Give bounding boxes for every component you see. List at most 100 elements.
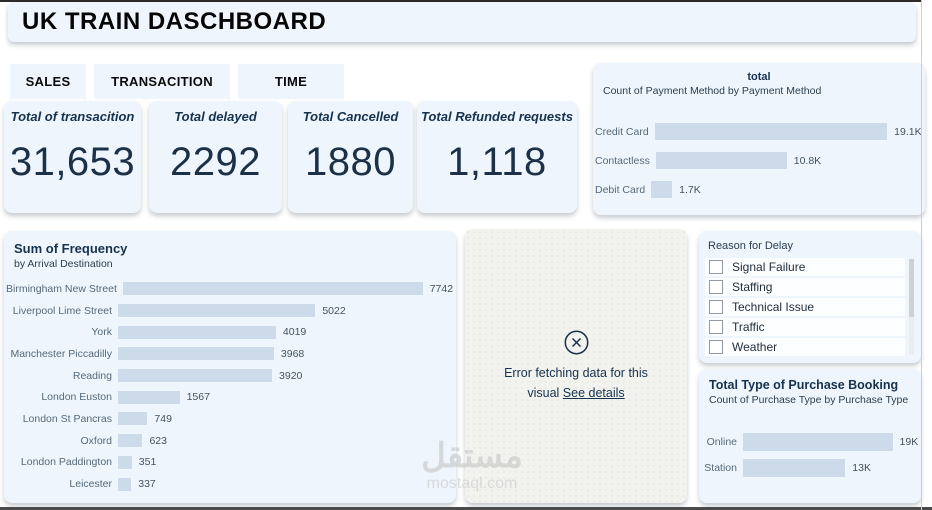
bar-value-label: 13K bbox=[852, 462, 871, 474]
slicer-option-label: Weather bbox=[732, 340, 778, 354]
bar-value-label: 10.8K bbox=[793, 154, 822, 167]
bar-value-label: 3920 bbox=[279, 369, 303, 382]
tab-time-label: TIME bbox=[274, 74, 308, 89]
kpi-value: 1,118 bbox=[447, 140, 547, 184]
bar[interactable] bbox=[118, 347, 274, 361]
bar-row: Contactless 10.8K bbox=[595, 146, 925, 175]
slicer-option-traffic[interactable]: Traffic bbox=[705, 318, 905, 336]
bar-category-label: Birmingham New Street bbox=[6, 282, 117, 295]
checkbox-icon[interactable] bbox=[709, 340, 723, 354]
bottom-border-line bbox=[0, 507, 932, 510]
bar[interactable] bbox=[118, 369, 273, 383]
bar[interactable] bbox=[122, 282, 423, 296]
bar-value-label: 1567 bbox=[186, 391, 210, 404]
kpi-card-total-refunded: Total Refunded requests 1,118 bbox=[417, 101, 577, 213]
bar-category-label: London Euston bbox=[41, 391, 112, 404]
bar-track: 19K bbox=[743, 433, 921, 451]
bar[interactable] bbox=[743, 433, 893, 451]
page-title: UK TRAIN DASCHBOARD bbox=[22, 8, 327, 35]
bar-row: Liverpool Lime Street 5022 bbox=[6, 300, 456, 322]
bar[interactable] bbox=[118, 455, 132, 469]
bar-value-label: 19.1K bbox=[894, 125, 922, 138]
bar[interactable] bbox=[118, 304, 316, 318]
bar-row: Debit Card 1.7K bbox=[595, 175, 925, 204]
bar-category-label: Credit Card bbox=[595, 125, 649, 138]
scrollbar-thumb[interactable] bbox=[909, 259, 914, 317]
chart-subtitle: by Arrival Destination bbox=[14, 258, 113, 270]
chart-title: Sum of Frequency bbox=[14, 241, 128, 256]
see-details-link[interactable]: See details bbox=[562, 385, 625, 400]
chart-subtitle: Count of Purchase Type by Purchase Type bbox=[709, 394, 909, 406]
bar[interactable] bbox=[655, 152, 787, 169]
bar[interactable] bbox=[654, 123, 888, 140]
bar-category-label: London St Pancras bbox=[22, 412, 112, 425]
slicer-option-weather[interactable]: Weather bbox=[705, 338, 905, 356]
tab-sales[interactable]: SALES bbox=[10, 64, 86, 99]
bar-row: London St Pancras 749 bbox=[6, 408, 456, 430]
bar-track: 351 bbox=[118, 455, 456, 469]
right-edge-line bbox=[921, 0, 922, 510]
slicer-title: Reason for Delay bbox=[708, 240, 793, 252]
bar-rows: Birmingham New Street 7742 Liverpool Lime … bbox=[4, 278, 456, 495]
bar-track: 749 bbox=[118, 412, 456, 426]
kpi-value: 2292 bbox=[170, 140, 261, 184]
bar-track: 19.1K bbox=[654, 123, 925, 140]
slicer-option-label: Staffing bbox=[732, 280, 773, 294]
bar[interactable] bbox=[118, 325, 276, 339]
purchase-type-chart: Total Type of Purchase Booking Count of … bbox=[699, 369, 921, 503]
bar-row: York 4019 bbox=[6, 321, 456, 343]
reason-for-delay-slicer: Reason for Delay Signal Failure Staffing T… bbox=[699, 231, 921, 363]
bar-row: Manchester Piccadilly 3968 bbox=[6, 343, 456, 365]
bar[interactable] bbox=[118, 434, 143, 448]
kpi-value: 31,653 bbox=[9, 140, 136, 184]
bar-rows: Credit Card 19.1K Contactless 10.8K Debit Ca… bbox=[593, 117, 925, 204]
kpi-label: Total Cancelled bbox=[302, 109, 399, 124]
slicer-scrollbar[interactable] bbox=[909, 259, 914, 355]
bar-value-label: 337 bbox=[138, 478, 156, 491]
bar-category-label: Debit Card bbox=[595, 183, 646, 196]
slicer-option-signal-failure[interactable]: Signal Failure bbox=[705, 258, 905, 276]
bar-track: 7742 bbox=[122, 282, 456, 296]
bar-value-label: 3968 bbox=[280, 347, 305, 360]
bar[interactable] bbox=[118, 412, 148, 426]
bar-category-label: Manchester Piccadilly bbox=[10, 347, 112, 360]
bar-value-label: 5022 bbox=[322, 304, 346, 317]
bar-value-label: 351 bbox=[138, 456, 157, 469]
slicer-option-staffing[interactable]: Staffing bbox=[705, 278, 905, 296]
bar-track: 623 bbox=[118, 434, 456, 448]
bar-value-label: 19K bbox=[899, 436, 919, 448]
bar-value-label: 7742 bbox=[429, 282, 454, 295]
bar-category-label: Station bbox=[704, 462, 737, 474]
bar-row: Reading 3920 bbox=[6, 365, 456, 387]
bar-category-label: Leicester bbox=[69, 478, 112, 491]
bar-value-label: 749 bbox=[154, 412, 172, 425]
chart-subtitle: Count of Payment Method by Payment Metho… bbox=[603, 85, 822, 97]
checkbox-icon[interactable] bbox=[709, 280, 723, 294]
checkbox-icon[interactable] bbox=[709, 260, 723, 274]
bar-category-label: York bbox=[91, 326, 112, 339]
checkbox-icon[interactable] bbox=[709, 320, 723, 334]
bar-value-label: 4019 bbox=[282, 326, 307, 339]
bar[interactable] bbox=[118, 477, 132, 491]
bar-value-label: 623 bbox=[149, 434, 167, 447]
payment-method-chart: total Count of Payment Method by Payment… bbox=[593, 63, 925, 215]
bar-category-label: Contactless bbox=[595, 154, 650, 167]
bar[interactable] bbox=[651, 181, 673, 198]
bar-row: London Euston 1567 bbox=[6, 386, 456, 408]
slicer-option-technical-issue[interactable]: Technical Issue bbox=[705, 298, 905, 316]
bar-category-label: Reading bbox=[72, 369, 112, 382]
bar-category-label: Online bbox=[706, 436, 737, 448]
circle-x-icon bbox=[564, 330, 588, 355]
checkbox-icon[interactable] bbox=[709, 300, 723, 314]
tab-transacition[interactable]: TRANSACITION bbox=[94, 64, 230, 99]
slicer-option-label: Signal Failure bbox=[732, 260, 806, 274]
bar-track: 1567 bbox=[118, 390, 456, 404]
bar-row: Birmingham New Street 7742 bbox=[6, 278, 456, 300]
bar[interactable] bbox=[118, 390, 180, 404]
kpi-label: Total of transacition bbox=[10, 109, 135, 124]
bar-category-label: London Paddington bbox=[20, 456, 112, 469]
tab-time[interactable]: TIME bbox=[238, 64, 344, 99]
slicer-option-label: Traffic bbox=[732, 320, 765, 334]
chart-title: Total Type of Purchase Booking bbox=[709, 378, 899, 392]
bar[interactable] bbox=[743, 459, 846, 477]
